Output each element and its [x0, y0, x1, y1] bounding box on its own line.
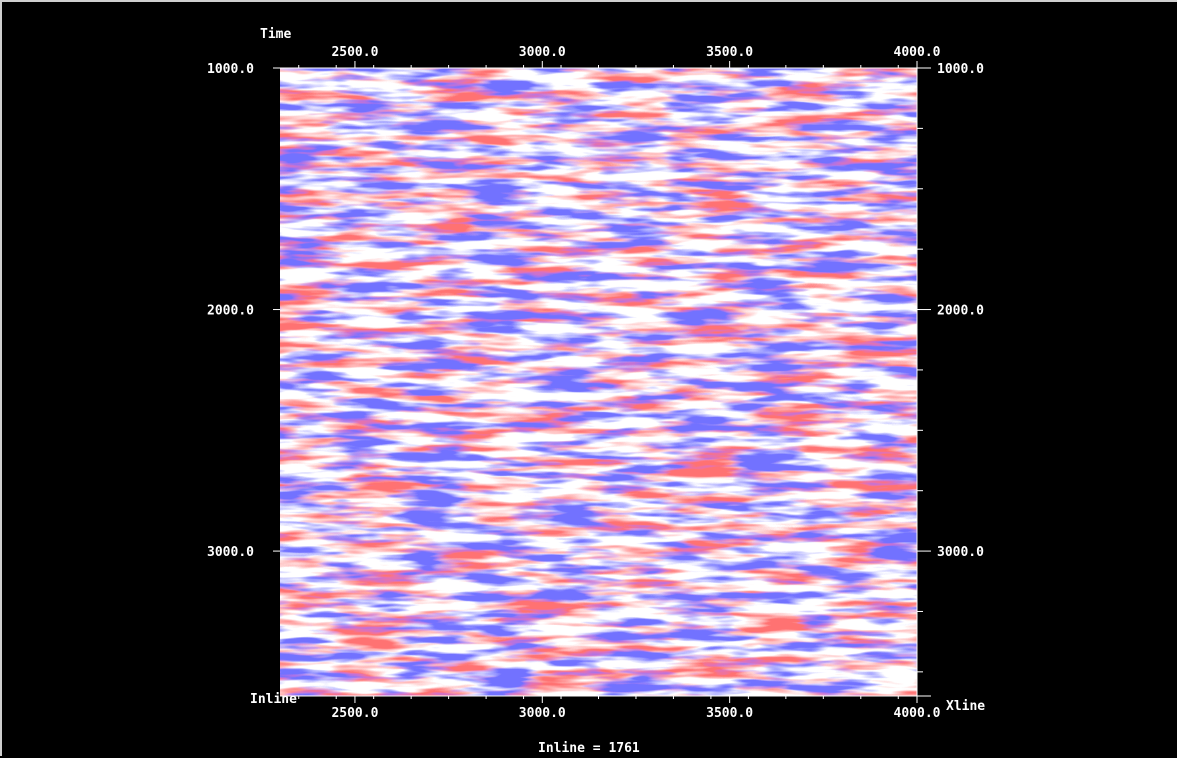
- tick-layer: 2500.0 2500.0 3000.0 3000.0 3500.0 3500.0 4000…: [207, 45, 984, 721]
- x-tick-label-bottom: 4000.0: [894, 706, 941, 721]
- time-axis-label: Time: [260, 27, 291, 42]
- x-tick-label-bottom: 3000.0: [519, 706, 566, 721]
- x-tick-label-top: 4000.0: [894, 45, 941, 60]
- y-tick-label-right: 2000.0: [937, 304, 984, 319]
- x-tick-label-top: 3000.0: [519, 45, 566, 60]
- x-tick-label-top: 2500.0: [331, 45, 378, 60]
- seismic-section-image[interactable]: [280, 68, 917, 696]
- y-tick-label-left: 2000.0: [207, 304, 254, 319]
- x-tick-label-bottom: 2500.0: [331, 706, 378, 721]
- x-tick-label-bottom: 3500.0: [706, 706, 753, 721]
- x-tick-label-top: 3500.0: [706, 45, 753, 60]
- y-tick-label-left: 1000.0: [207, 62, 254, 77]
- section-label: Inline = 1761: [538, 741, 640, 756]
- y-tick-label-right: 3000.0: [937, 545, 984, 560]
- inline-corner-label: Inline: [250, 692, 297, 707]
- y-tick-label-right: 1000.0: [937, 62, 984, 77]
- xline-axis-label: Xline: [946, 699, 985, 714]
- y-tick-label-left: 3000.0: [207, 545, 254, 560]
